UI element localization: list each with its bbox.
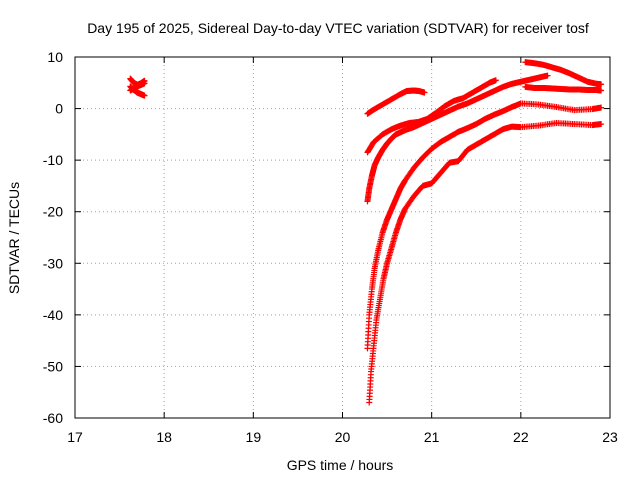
series-arc-4 [364,87,428,117]
series-arc-3 [127,83,148,99]
y-tick-label: -10 [43,152,63,168]
y-tick-label: -50 [43,358,63,374]
series-arc-9 [522,59,605,88]
data-point [598,104,605,111]
y-tick-label: 10 [47,49,63,65]
y-tick-label: -40 [43,307,63,323]
y-tick-label: -30 [43,255,63,271]
series-arc-7 [364,100,605,352]
x-tick-label: 22 [513,429,529,445]
x-tick-label: 17 [67,429,83,445]
data-marks [127,59,605,406]
x-tick-label: 23 [602,429,618,445]
x-tick-label: 21 [424,429,440,445]
y-tick-label: -60 [43,410,63,426]
x-axis-title: GPS time / hours [287,457,394,473]
grid [75,57,610,418]
data-point [421,89,428,96]
x-tick-label: 20 [335,429,351,445]
x-tick-label: 19 [246,429,262,445]
data-point [141,80,148,87]
y-tick-label: -20 [43,204,63,220]
data-point [492,77,499,84]
chart-title: Day 195 of 2025, Sidereal Day-to-day VTE… [87,20,589,36]
series-arc-6 [364,72,551,205]
data-point [598,87,605,94]
data-point [141,92,148,99]
series-arc-10 [522,83,605,94]
series-arc-5 [364,77,499,156]
axis-ticks: 17 18 19 20 21 22 23 10 0 -10 -20 -30 -40 -50 -60 [43,49,618,445]
x-tick-label: 18 [156,429,172,445]
data-point [598,81,605,88]
y-tick-label: 0 [55,101,63,117]
data-point [598,121,605,128]
y-axis-title: SDTVAR / TECUs [6,182,22,294]
data-point [544,72,551,79]
series-arc-8 [366,120,605,406]
